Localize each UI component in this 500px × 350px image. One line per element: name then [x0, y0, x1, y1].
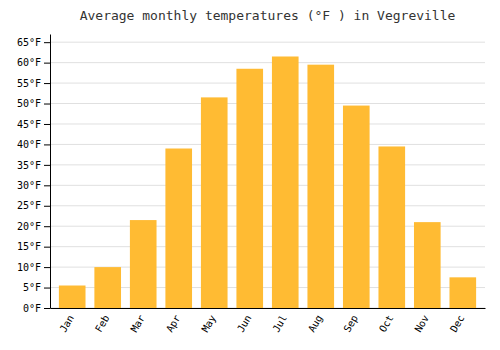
y-tick-mark	[44, 63, 50, 64]
y-tick: 25°F	[17, 200, 50, 211]
x-tick: Feb	[93, 308, 112, 334]
grid-line	[50, 83, 485, 84]
x-tick-label: Aug	[306, 313, 325, 334]
grid-line	[50, 185, 485, 186]
y-tick-mark	[44, 247, 50, 248]
x-tick-label: Jun	[235, 313, 254, 334]
y-tick-mark	[44, 288, 50, 289]
bar	[272, 56, 299, 308]
y-tick-mark	[44, 185, 50, 186]
x-tick: Oct	[377, 308, 396, 334]
x-tick: May	[199, 308, 218, 334]
y-tick-mark	[44, 226, 50, 227]
chart: 0°F 5°F 10°F 15°F 20°F 25°F 30°F 35°F 40°F 45°F 50…	[0, 0, 500, 350]
y-tick-label: 50°F	[17, 98, 41, 109]
y-tick: 30°F	[17, 180, 50, 191]
y-tick: 65°F	[17, 37, 50, 48]
y-tick-label: 60°F	[17, 57, 41, 68]
x-tick: Mar	[128, 308, 147, 334]
y-tick-mark	[44, 267, 50, 268]
y-axis: 0°F 5°F 10°F 15°F 20°F 25°F 30°F 35°F 40°F 45°F 50…	[17, 35, 51, 314]
y-tick-label: 45°F	[17, 119, 41, 130]
x-tick-label: Sep	[341, 313, 360, 334]
x-axis-line	[51, 308, 486, 309]
bars	[59, 56, 476, 308]
x-tick: Sep	[341, 308, 360, 334]
y-tick-label: 20°F	[17, 221, 41, 232]
x-tick-label: Feb	[93, 313, 112, 334]
y-tick-label: 25°F	[17, 200, 41, 211]
y-tick: 60°F	[17, 57, 50, 68]
x-tick-label: Mar	[128, 313, 147, 334]
grid-line	[50, 103, 485, 104]
y-tick-label: 5°F	[23, 282, 41, 293]
y-tick-mark	[44, 104, 50, 105]
bar	[343, 106, 370, 308]
grid-line	[50, 144, 485, 145]
y-tick: 15°F	[17, 241, 50, 252]
y-tick-mark	[44, 42, 50, 43]
y-tick-mark	[44, 308, 50, 309]
x-tick: Aug	[306, 308, 325, 334]
x-tick-label: Dec	[448, 313, 467, 334]
bar	[165, 149, 192, 308]
y-tick-label: 55°F	[17, 78, 41, 89]
x-tick: Jul	[270, 308, 289, 334]
x-tick: Apr	[164, 308, 183, 334]
x-tick: Jun	[235, 308, 254, 334]
y-tick-label: 10°F	[17, 262, 41, 273]
y-axis-line	[50, 35, 51, 309]
x-tick: Nov	[413, 308, 432, 334]
bar	[94, 267, 121, 308]
y-tick-label: 40°F	[17, 139, 41, 150]
grid-line	[50, 62, 485, 63]
bar	[378, 146, 405, 308]
y-tick-label: 35°F	[17, 160, 41, 171]
x-tick-label: May	[199, 313, 218, 334]
y-tick-mark	[44, 83, 50, 84]
bar	[307, 65, 334, 308]
y-tick: 20°F	[17, 221, 50, 232]
y-tick-label: 30°F	[17, 180, 41, 191]
grid-line	[50, 164, 485, 165]
bar	[236, 69, 263, 308]
y-tick-label: 65°F	[17, 37, 41, 48]
y-tick-mark	[44, 144, 50, 145]
bar	[130, 220, 157, 308]
y-tick-mark	[44, 124, 50, 125]
bar	[414, 222, 441, 308]
grid-line	[50, 205, 485, 206]
y-tick: 0°F	[23, 303, 50, 314]
grid	[50, 42, 485, 308]
x-tick-label: Oct	[377, 313, 396, 334]
x-tick-label: Apr	[164, 313, 183, 334]
y-tick: 35°F	[17, 160, 50, 171]
y-tick: 5°F	[23, 282, 50, 293]
plot: 0°F 5°F 10°F 15°F 20°F 25°F 30°F 35°F 40°F 45°F 50…	[17, 35, 486, 335]
grid-line	[50, 123, 485, 124]
y-tick: 55°F	[17, 78, 50, 89]
y-tick-label: 0°F	[23, 303, 41, 314]
y-tick: 45°F	[17, 119, 50, 130]
y-tick: 10°F	[17, 262, 50, 273]
bar	[449, 277, 476, 308]
y-tick: 50°F	[17, 98, 50, 109]
x-tick: Jan	[57, 308, 76, 334]
y-tick-mark	[44, 206, 50, 207]
grid-line	[50, 42, 485, 43]
x-axis: Jan Feb Mar Apr May Jun Jul Aug Sep Oct Nov Dec	[51, 308, 486, 334]
y-tick-label: 15°F	[17, 241, 41, 252]
x-tick-label: Jan	[57, 313, 76, 334]
bar	[201, 97, 228, 308]
y-tick-mark	[44, 165, 50, 166]
y-tick: 40°F	[17, 139, 50, 150]
x-tick: Dec	[448, 308, 467, 334]
bar	[59, 286, 86, 308]
x-tick-label: Jul	[270, 313, 289, 334]
title: Average monthly temperatures (°F ) in Ve…	[80, 8, 456, 23]
x-tick-label: Nov	[413, 313, 432, 334]
